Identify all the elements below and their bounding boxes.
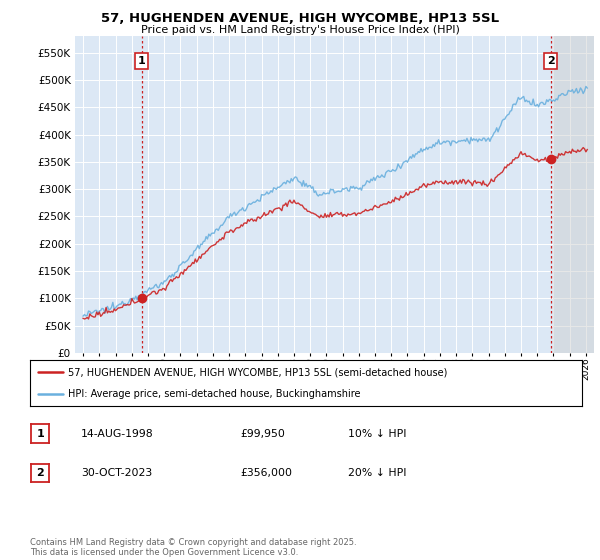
Text: 57, HUGHENDEN AVENUE, HIGH WYCOMBE, HP13 5SL: 57, HUGHENDEN AVENUE, HIGH WYCOMBE, HP13… bbox=[101, 12, 499, 25]
Text: 57, HUGHENDEN AVENUE, HIGH WYCOMBE, HP13 5SL (semi-detached house): 57, HUGHENDEN AVENUE, HIGH WYCOMBE, HP13… bbox=[68, 367, 447, 377]
Text: HPI: Average price, semi-detached house, Buckinghamshire: HPI: Average price, semi-detached house,… bbox=[68, 389, 360, 399]
Text: 2: 2 bbox=[547, 56, 554, 66]
Text: Contains HM Land Registry data © Crown copyright and database right 2025.
This d: Contains HM Land Registry data © Crown c… bbox=[30, 538, 356, 557]
Text: £99,950: £99,950 bbox=[240, 429, 285, 439]
Text: 1: 1 bbox=[37, 429, 44, 438]
Text: Price paid vs. HM Land Registry's House Price Index (HPI): Price paid vs. HM Land Registry's House … bbox=[140, 25, 460, 35]
Text: 20% ↓ HPI: 20% ↓ HPI bbox=[348, 468, 407, 478]
Text: 2: 2 bbox=[37, 468, 44, 478]
Text: 1: 1 bbox=[138, 56, 146, 66]
Text: 14-AUG-1998: 14-AUG-1998 bbox=[81, 429, 154, 439]
Text: 10% ↓ HPI: 10% ↓ HPI bbox=[348, 429, 407, 439]
Text: £356,000: £356,000 bbox=[240, 468, 292, 478]
Text: 30-OCT-2023: 30-OCT-2023 bbox=[81, 468, 152, 478]
